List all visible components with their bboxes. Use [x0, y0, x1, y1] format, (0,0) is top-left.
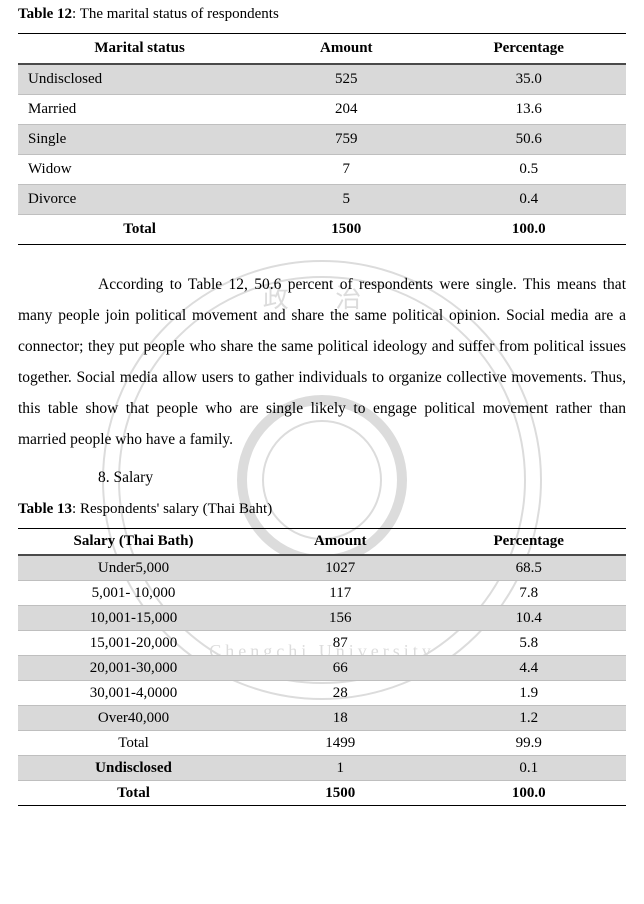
body-paragraph: According to Table 12, 50.6 percent of r… — [18, 269, 626, 455]
cell-subtotal: 99.9 — [431, 731, 626, 756]
table13-caption: Table 13: Respondents' salary (Thai Baht… — [18, 501, 626, 518]
cell-amount: 156 — [249, 606, 431, 631]
cell-label: 30,001-4,0000 — [18, 681, 249, 706]
table-row: 10,001-15,00015610.4 — [18, 606, 626, 631]
table12: Marital status Amount Percentage Undiscl… — [18, 33, 626, 245]
table13-col-header: Percentage — [431, 529, 626, 556]
table12-caption: Table 12: The marital status of responde… — [18, 6, 626, 23]
table12-caption-bold: Table 12 — [18, 6, 72, 22]
cell-amount: 117 — [249, 581, 431, 606]
cell-amount: 66 — [249, 656, 431, 681]
cell-label: Divorce — [18, 185, 261, 215]
section-subhead-salary: 8. Salary — [98, 469, 626, 487]
table13-col-header: Amount — [249, 529, 431, 556]
cell-label: 15,001-20,000 — [18, 631, 249, 656]
cell-percentage: 1.9 — [431, 681, 626, 706]
cell-percentage: 1.2 — [431, 706, 626, 731]
cell-label: Under5,000 — [18, 555, 249, 581]
table-row: 30,001-4,0000281.9 — [18, 681, 626, 706]
table12-col-header: Percentage — [431, 34, 626, 65]
table-row: 20,001-30,000664.4 — [18, 656, 626, 681]
table-row: Undisclosed52535.0 — [18, 64, 626, 95]
cell-percentage: 10.4 — [431, 606, 626, 631]
cell-label: Over40,000 — [18, 706, 249, 731]
cell-amount: 1027 — [249, 555, 431, 581]
table13-col-header: Salary (Thai Bath) — [18, 529, 249, 556]
cell-amount: 28 — [249, 681, 431, 706]
cell-total: 1500 — [261, 215, 431, 245]
cell-percentage: 0.4 — [431, 185, 626, 215]
table13-caption-bold: Table 13 — [18, 501, 72, 517]
table-row: Divorce50.4 — [18, 185, 626, 215]
cell-grand-total: 100.0 — [431, 781, 626, 806]
cell-total: 100.0 — [431, 215, 626, 245]
table13-undisclosed-row: Undisclosed10.1 — [18, 756, 626, 781]
table13-subtotal-row: Total149999.9 — [18, 731, 626, 756]
table-row: Widow70.5 — [18, 155, 626, 185]
table12-col-header: Marital status — [18, 34, 261, 65]
cell-percentage: 35.0 — [431, 64, 626, 95]
cell-amount: 7 — [261, 155, 431, 185]
cell-percentage: 0.5 — [431, 155, 626, 185]
table-row: Over40,000181.2 — [18, 706, 626, 731]
cell-label: 5,001- 10,000 — [18, 581, 249, 606]
cell-amount: 759 — [261, 125, 431, 155]
cell-percentage: 5.8 — [431, 631, 626, 656]
cell-label: Undisclosed — [18, 64, 261, 95]
cell-label: 10,001-15,000 — [18, 606, 249, 631]
cell-label: Single — [18, 125, 261, 155]
cell-label: Widow — [18, 155, 261, 185]
cell-amount: 87 — [249, 631, 431, 656]
cell-total: Total — [18, 215, 261, 245]
cell-percentage: 68.5 — [431, 555, 626, 581]
table13: Salary (Thai Bath) Amount Percentage Und… — [18, 528, 626, 806]
cell-percentage: 0.1 — [431, 756, 626, 781]
cell-subtotal: Total — [18, 731, 249, 756]
cell-subtotal: 1499 — [249, 731, 431, 756]
cell-grand-total: 1500 — [249, 781, 431, 806]
cell-label: 20,001-30,000 — [18, 656, 249, 681]
cell-percentage: 4.4 — [431, 656, 626, 681]
table-row: Under5,000102768.5 — [18, 555, 626, 581]
cell-amount: 204 — [261, 95, 431, 125]
cell-percentage: 13.6 — [431, 95, 626, 125]
table-row: 5,001- 10,0001177.8 — [18, 581, 626, 606]
table12-header-row: Marital status Amount Percentage — [18, 34, 626, 65]
table12-total-row: Total1500100.0 — [18, 215, 626, 245]
table12-col-header: Amount — [261, 34, 431, 65]
cell-amount: 525 — [261, 64, 431, 95]
table-row: Married20413.6 — [18, 95, 626, 125]
cell-amount: 1 — [249, 756, 431, 781]
table13-header-row: Salary (Thai Bath) Amount Percentage — [18, 529, 626, 556]
table-row: Single75950.6 — [18, 125, 626, 155]
cell-amount: 18 — [249, 706, 431, 731]
cell-label: Married — [18, 95, 261, 125]
cell-label: Undisclosed — [18, 756, 249, 781]
cell-percentage: 7.8 — [431, 581, 626, 606]
table-row: 15,001-20,000875.8 — [18, 631, 626, 656]
cell-amount: 5 — [261, 185, 431, 215]
cell-percentage: 50.6 — [431, 125, 626, 155]
cell-grand-total: Total — [18, 781, 249, 806]
table13-grand-total-row: Total1500100.0 — [18, 781, 626, 806]
table12-caption-rest: : The marital status of respondents — [72, 6, 279, 22]
table13-caption-rest: : Respondents' salary (Thai Baht) — [72, 501, 272, 517]
